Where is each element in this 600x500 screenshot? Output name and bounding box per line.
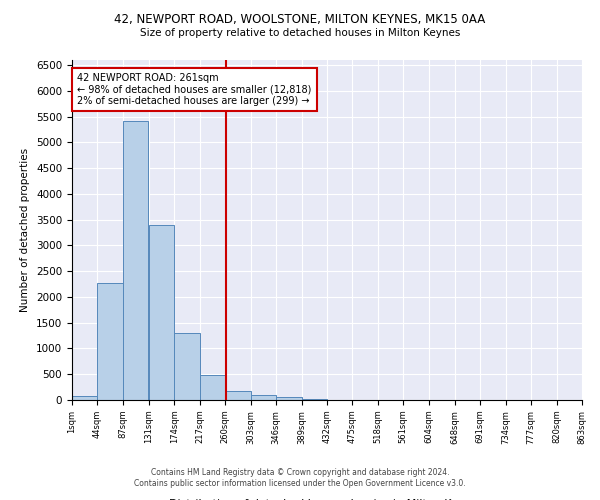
Text: 42 NEWPORT ROAD: 261sqm
← 98% of detached houses are smaller (12,818)
2% of semi: 42 NEWPORT ROAD: 261sqm ← 98% of detache… [77, 73, 311, 106]
Bar [175, 332, 200, 400]
Text: Contains HM Land Registry data © Crown copyright and database right 2024.
Contai: Contains HM Land Registry data © Crown c… [134, 468, 466, 487]
Bar [149, 226, 175, 400]
Text: Size of property relative to detached houses in Milton Keynes: Size of property relative to detached ho… [140, 28, 460, 38]
Y-axis label: Number of detached properties: Number of detached properties [20, 148, 31, 312]
Bar [97, 282, 123, 400]
Bar [72, 396, 97, 400]
Bar [200, 375, 225, 400]
Bar [123, 121, 148, 400]
Text: 42, NEWPORT ROAD, WOOLSTONE, MILTON KEYNES, MK15 0AA: 42, NEWPORT ROAD, WOOLSTONE, MILTON KEYN… [115, 12, 485, 26]
Bar [276, 397, 302, 400]
Bar [225, 391, 251, 400]
Bar [251, 396, 276, 400]
